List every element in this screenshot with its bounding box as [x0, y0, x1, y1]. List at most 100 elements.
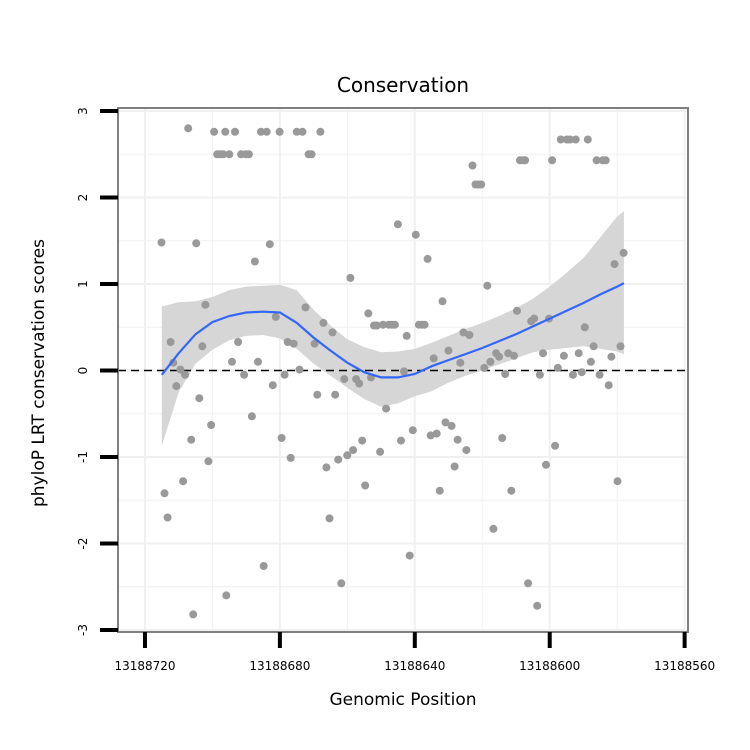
data-point [420, 320, 429, 329]
data-point [438, 297, 447, 306]
data-point [501, 370, 510, 378]
data-point [265, 240, 274, 249]
data-point [577, 368, 586, 377]
x-tick-label: 13188600 [519, 659, 580, 673]
data-point [250, 257, 259, 266]
data-point [340, 375, 349, 384]
data-point [507, 486, 516, 495]
data-point [376, 447, 385, 456]
data-point [607, 352, 616, 361]
data-point [586, 357, 595, 366]
data-point [160, 489, 169, 498]
data-point [316, 127, 325, 136]
data-point [289, 339, 298, 348]
data-point [163, 513, 172, 522]
data-point [450, 462, 459, 471]
data-point [548, 156, 557, 165]
data-point [219, 150, 228, 159]
data-point [210, 127, 219, 136]
data-point [610, 260, 619, 269]
data-point [408, 426, 417, 435]
data-point [441, 418, 450, 427]
data-point [271, 312, 280, 321]
data-point [580, 323, 589, 332]
y-tick-label: -1 [76, 451, 90, 463]
data-point [195, 394, 204, 403]
data-point [468, 161, 477, 170]
data-point [477, 180, 486, 189]
y-axis: -3 -2 -1 0 1 2 3 [76, 107, 118, 636]
data-point [222, 591, 231, 600]
y-tick-label: -3 [76, 624, 90, 636]
data-point [307, 150, 316, 159]
data-point [310, 339, 319, 348]
y-axis-label: phyloP LRT conservation scores [29, 239, 49, 507]
data-point [268, 381, 277, 390]
data-point [355, 379, 364, 388]
data-point [480, 363, 489, 372]
data-point [207, 421, 216, 429]
smooth-line-layer [160, 282, 625, 379]
data-point [432, 429, 441, 438]
data-point [172, 382, 181, 391]
data-point [349, 446, 358, 455]
data-point [181, 370, 190, 379]
data-point [524, 579, 533, 588]
chart-title: Conservation [337, 73, 469, 97]
data-point [533, 601, 542, 610]
data-point [295, 365, 304, 374]
smooth-trend-line [160, 282, 625, 379]
points-layer [157, 124, 628, 619]
confidence-band [161, 211, 624, 446]
data-point [322, 463, 331, 472]
data-point [343, 451, 352, 460]
data-point [283, 338, 292, 346]
data-point [254, 357, 262, 366]
data-point [619, 248, 628, 257]
data-point [559, 351, 568, 360]
y-tick-label: 0 [76, 367, 90, 375]
data-point [257, 127, 265, 136]
data-point [201, 300, 210, 309]
data-point [551, 441, 560, 450]
data-point [379, 320, 388, 329]
data-point [498, 434, 507, 442]
data-point [225, 150, 234, 159]
data-point [346, 273, 355, 282]
data-point [571, 135, 580, 144]
data-point [358, 436, 367, 445]
data-point [262, 127, 271, 136]
data-point [513, 306, 521, 315]
x-tick-label: 13188720 [114, 659, 175, 673]
x-axis-label: Genomic Position [329, 690, 476, 710]
data-point [402, 331, 411, 340]
data-point [337, 579, 346, 588]
data-point [166, 338, 175, 346]
data-point [489, 524, 498, 533]
data-point [429, 354, 438, 363]
data-point [361, 481, 370, 490]
confidence-band-layer [161, 211, 624, 446]
data-point [234, 338, 243, 346]
data-point [280, 370, 289, 379]
data-point [530, 314, 539, 323]
data-point [411, 230, 420, 239]
x-tick-label: 13188680 [249, 659, 310, 673]
data-point [221, 127, 230, 136]
y-tick-label: 3 [76, 107, 90, 115]
data-point [275, 127, 284, 136]
x-tick-label: 13188560 [654, 659, 715, 673]
data-point [184, 124, 193, 133]
data-point [535, 370, 544, 379]
data-point [292, 127, 301, 136]
data-point [595, 370, 604, 379]
x-tick-label: 13188640 [384, 659, 445, 673]
data-point [231, 127, 239, 136]
data-point [382, 404, 391, 413]
data-point [277, 434, 286, 442]
data-point [244, 150, 253, 159]
data-point [313, 390, 322, 399]
y-tick-label: 2 [76, 194, 90, 202]
data-point [328, 328, 337, 337]
